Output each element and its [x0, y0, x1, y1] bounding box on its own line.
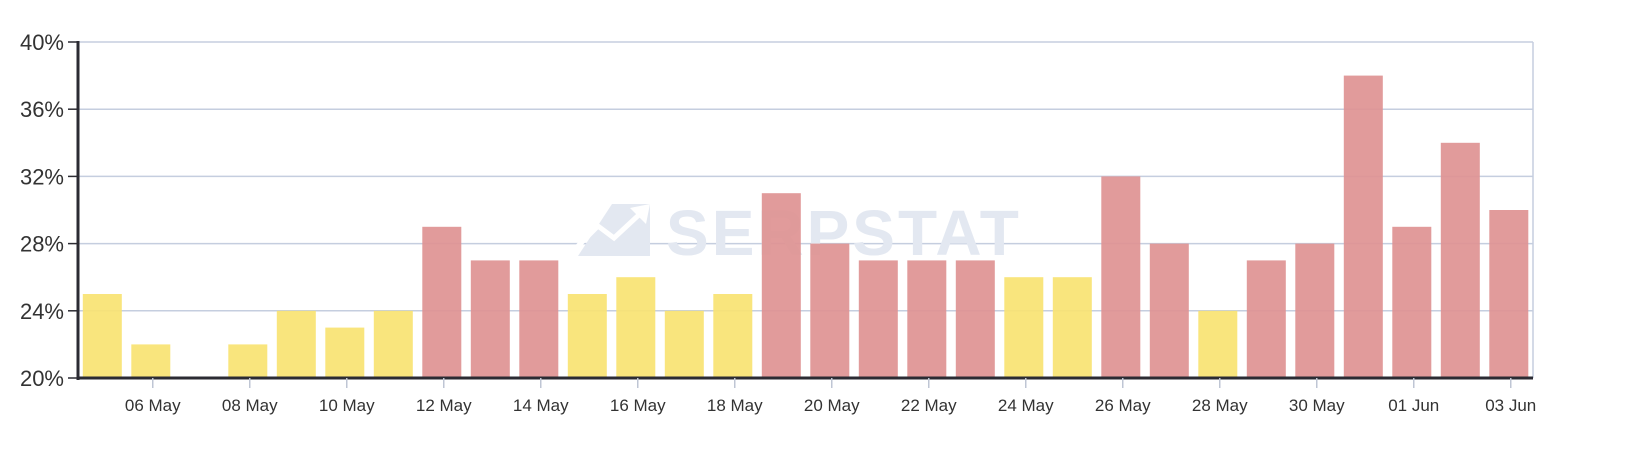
bar[interactable]	[228, 344, 268, 378]
bar[interactable]	[664, 310, 704, 378]
x-tick-label: 22 May	[901, 396, 957, 415]
bar[interactable]	[470, 260, 510, 378]
bar[interactable]	[1440, 142, 1480, 378]
bar[interactable]	[519, 260, 559, 378]
bar[interactable]	[1101, 176, 1141, 378]
bar[interactable]	[1052, 277, 1092, 378]
x-tick-label: 26 May	[1095, 396, 1151, 415]
bar[interactable]	[276, 310, 316, 378]
x-tick-label: 01 Jun	[1388, 396, 1439, 415]
x-tick-label: 08 May	[222, 396, 278, 415]
bar[interactable]	[761, 193, 801, 378]
x-tick-label: 20 May	[804, 396, 860, 415]
x-tick-label: 06 May	[125, 396, 181, 415]
x-tick-label: 28 May	[1192, 396, 1248, 415]
x-tick-label: 10 May	[319, 396, 375, 415]
serpstat-logo-icon	[576, 204, 650, 256]
bar[interactable]	[1295, 243, 1335, 378]
x-tick-label: 30 May	[1289, 396, 1345, 415]
y-tick-label: 36%	[20, 97, 64, 122]
bar[interactable]	[858, 260, 898, 378]
y-tick-label: 20%	[20, 366, 64, 391]
bar[interactable]	[82, 294, 122, 378]
x-tick-label: 18 May	[707, 396, 763, 415]
bar[interactable]	[810, 243, 850, 378]
bar[interactable]	[325, 327, 365, 378]
bar[interactable]	[1343, 75, 1383, 378]
y-tick-label: 28%	[20, 232, 64, 257]
x-tick-label: 16 May	[610, 396, 666, 415]
bar[interactable]	[1392, 226, 1432, 378]
y-tick-label: 32%	[20, 164, 64, 189]
bars	[82, 75, 1529, 378]
bar[interactable]	[1246, 260, 1286, 378]
x-tick-label: 24 May	[998, 396, 1054, 415]
bar[interactable]	[567, 294, 607, 378]
axes	[76, 41, 1533, 380]
bar[interactable]	[1198, 310, 1238, 378]
bar[interactable]	[955, 260, 995, 378]
y-tick-label: 24%	[20, 299, 64, 324]
y-tick-label: 40%	[20, 30, 64, 55]
x-axis-labels: 06 May 08 May 10 May 12 May 14 May 16 May 18 M…	[125, 378, 1536, 415]
bar[interactable]	[131, 344, 171, 378]
x-tick-label: 03 Jun	[1485, 396, 1536, 415]
bar[interactable]	[1004, 277, 1044, 378]
bar[interactable]	[907, 260, 947, 378]
bar[interactable]	[422, 226, 462, 378]
x-tick-label: 12 May	[416, 396, 472, 415]
bar[interactable]	[373, 310, 413, 378]
y-axis-labels: 20% 24% 28% 32% 36% 40%	[20, 30, 78, 391]
x-tick-label: 14 May	[513, 396, 569, 415]
bar[interactable]	[1149, 243, 1189, 378]
bar[interactable]	[616, 277, 656, 378]
grid-lines	[78, 41, 1534, 378]
bar[interactable]	[713, 294, 753, 378]
bar[interactable]	[1489, 210, 1529, 378]
